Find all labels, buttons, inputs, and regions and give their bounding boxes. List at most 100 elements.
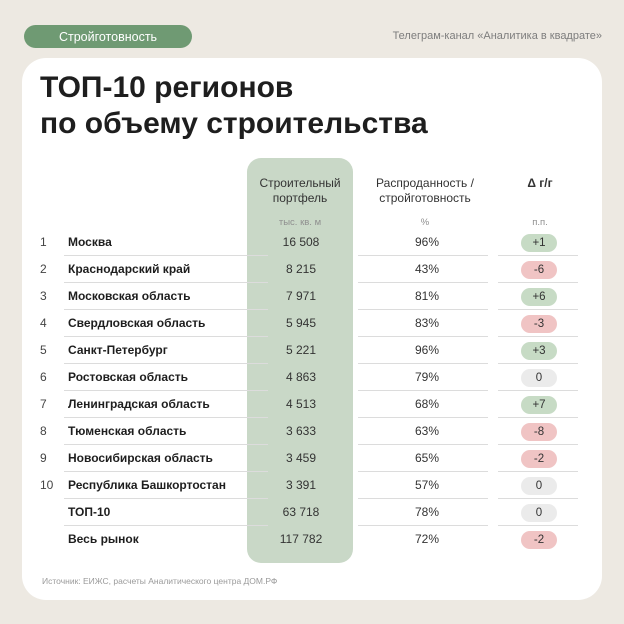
delta-badge: -3 <box>521 315 557 333</box>
rank-cell: 9 <box>40 451 47 465</box>
delta-badge: 0 <box>521 477 557 495</box>
table-row: ТОП-10 63 718 78% 0 <box>36 499 578 526</box>
title-line-2: по объему строительства <box>40 107 428 140</box>
row-divider <box>498 525 578 526</box>
delta-badge: -2 <box>521 450 557 468</box>
sold-cell: 78% <box>414 505 440 519</box>
region-cell: Московская область <box>68 289 191 303</box>
sold-cell: 96% <box>414 235 440 249</box>
header-sold: Распроданность / стройготовность % <box>362 176 488 230</box>
delta-badge: +3 <box>521 342 557 360</box>
row-divider <box>64 309 268 310</box>
sold-cell: 68% <box>414 397 440 411</box>
delta-badge: 0 <box>521 369 557 387</box>
page-title: ТОП-10 регионов по объему строительства <box>40 70 428 142</box>
row-divider <box>64 417 268 418</box>
portfolio-cell: 4 513 <box>285 397 317 411</box>
row-divider <box>358 444 488 445</box>
region-cell: Свердловская область <box>68 316 206 330</box>
region-cell: Тюменская область <box>68 424 187 438</box>
header-delta: Δ г/г п.п. <box>502 176 578 230</box>
row-divider <box>498 471 578 472</box>
sold-cell: 83% <box>414 316 440 330</box>
row-divider <box>64 282 268 283</box>
rank-cell <box>40 499 60 526</box>
row-divider <box>64 444 268 445</box>
region-cell: Краснодарский край <box>68 262 191 276</box>
table-row: 3 Московская область 7 971 81% +6 <box>36 283 578 310</box>
sold-cell: 63% <box>414 424 440 438</box>
row-divider <box>498 255 578 256</box>
portfolio-cell: 3 459 <box>285 451 317 465</box>
row-divider <box>498 363 578 364</box>
header-portfolio-line2: портфель <box>272 191 328 205</box>
row-divider <box>358 525 488 526</box>
rank-cell: 2 <box>40 262 47 276</box>
portfolio-cell: 4 863 <box>285 370 317 384</box>
delta-badge: -8 <box>521 423 557 441</box>
region-cell: Ростовская область <box>68 370 189 384</box>
delta-badge: -6 <box>521 261 557 279</box>
table-row: 6 Ростовская область 4 863 79% 0 <box>36 364 578 391</box>
row-divider <box>64 390 268 391</box>
portfolio-cell: 63 718 <box>282 505 320 519</box>
row-divider <box>358 390 488 391</box>
sold-cell: 81% <box>414 289 440 303</box>
row-divider <box>498 336 578 337</box>
channel-caption: Телеграм-канал «Аналитика в квадрате» <box>392 30 602 42</box>
row-divider <box>358 417 488 418</box>
rank-cell <box>40 526 60 553</box>
rank-cell: 7 <box>40 397 47 411</box>
delta-badge: +1 <box>521 234 557 252</box>
region-cell: ТОП-10 <box>68 505 111 519</box>
region-cell: Москва <box>68 235 112 249</box>
rank-cell: 5 <box>40 343 47 357</box>
row-divider <box>358 336 488 337</box>
table-row: 7 Ленинградская область 4 513 68% +7 <box>36 391 578 418</box>
row-divider <box>64 255 268 256</box>
row-divider <box>64 471 268 472</box>
region-cell: Новосибирская область <box>68 451 213 465</box>
portfolio-cell: 16 508 <box>282 235 320 249</box>
row-divider <box>64 363 268 364</box>
table-row: 4 Свердловская область 5 945 83% -3 <box>36 310 578 337</box>
header-portfolio: Строительный портфель тыс. кв. м <box>249 176 351 230</box>
portfolio-cell: 7 971 <box>285 289 317 303</box>
table-row: 9 Новосибирская область 3 459 65% -2 <box>36 445 578 472</box>
row-divider <box>358 363 488 364</box>
header-sold-line1: Распроданность / <box>376 176 474 190</box>
portfolio-column-highlight <box>247 158 353 563</box>
row-divider <box>498 309 578 310</box>
portfolio-cell: 3 633 <box>285 424 317 438</box>
rank-cell: 6 <box>40 370 47 384</box>
row-divider <box>358 471 488 472</box>
delta-badge: -2 <box>521 531 557 549</box>
header-portfolio-unit: тыс. кв. м <box>278 217 322 228</box>
rank-cell: 3 <box>40 289 47 303</box>
region-cell: Ленинградская область <box>68 397 210 411</box>
portfolio-cell: 5 221 <box>285 343 317 357</box>
row-divider <box>358 255 488 256</box>
row-divider <box>498 498 578 499</box>
section-tag: Стройготовность <box>24 25 192 48</box>
row-divider <box>358 309 488 310</box>
table-row: 5 Санкт-Петербург 5 221 96% +3 <box>36 337 578 364</box>
row-divider <box>358 498 488 499</box>
region-cell: Санкт-Петербург <box>68 343 168 357</box>
delta-badge: +6 <box>521 288 557 306</box>
rank-cell: 4 <box>40 316 47 330</box>
portfolio-cell: 117 782 <box>279 532 323 546</box>
region-cell: Весь рынок <box>68 532 139 546</box>
row-divider <box>64 525 268 526</box>
rank-cell: 8 <box>40 424 47 438</box>
rank-cell: 1 <box>40 235 47 249</box>
header-delta-unit: п.п. <box>532 217 548 228</box>
row-divider <box>498 390 578 391</box>
sold-cell: 72% <box>414 532 440 546</box>
title-line-1: ТОП-10 регионов <box>40 71 294 104</box>
sold-cell: 65% <box>414 451 440 465</box>
header-sold-unit: % <box>420 217 430 228</box>
row-divider <box>498 282 578 283</box>
row-divider <box>498 444 578 445</box>
sold-cell: 57% <box>414 478 440 492</box>
